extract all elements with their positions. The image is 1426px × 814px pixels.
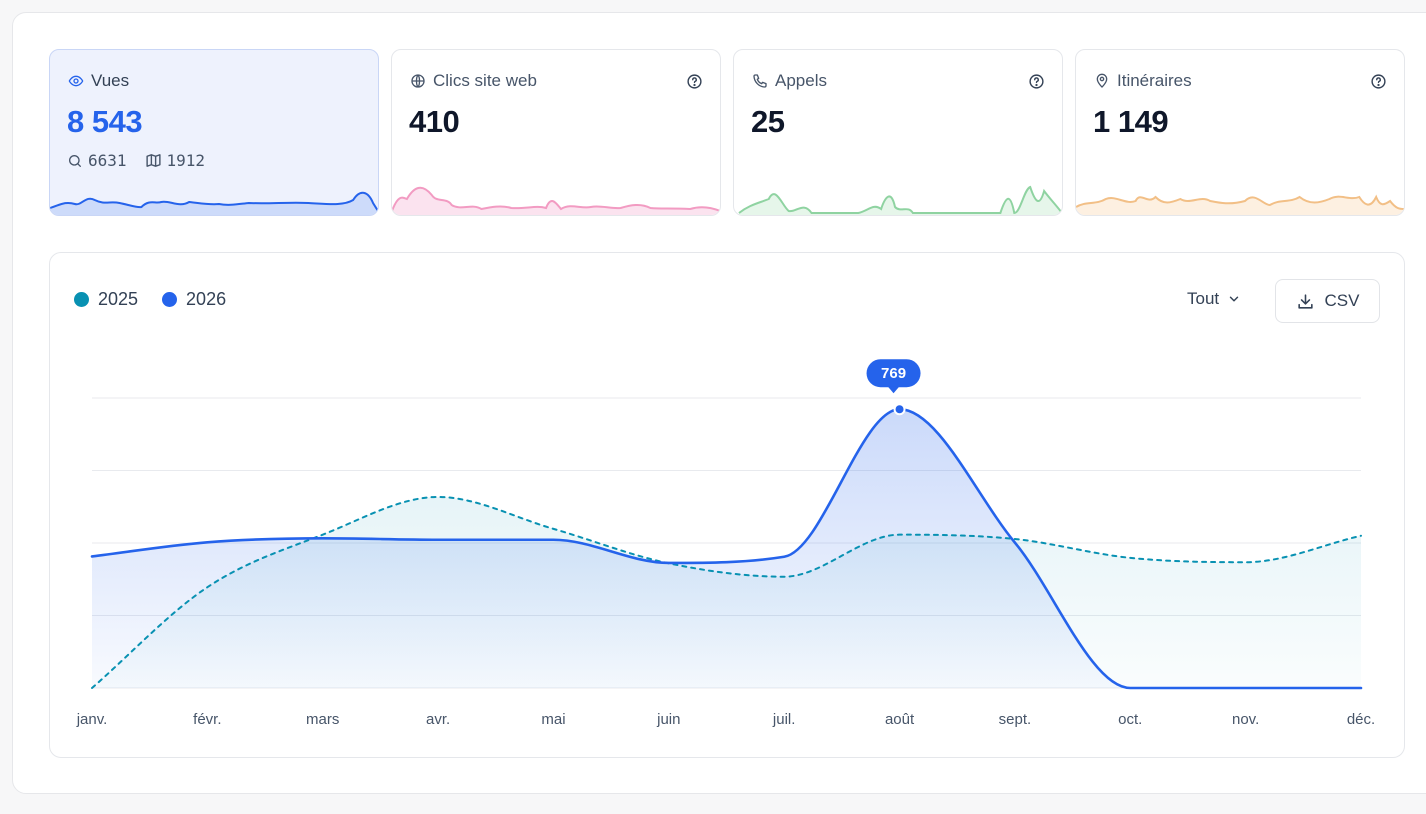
help-icon[interactable] <box>1369 72 1387 90</box>
card-website-clicks-header: Clics site web <box>409 70 703 92</box>
x-tick-label: sept. <box>999 711 1032 728</box>
tooltip-pointer <box>887 386 900 394</box>
card-views-title: Vues <box>91 71 130 90</box>
directions-sparkline <box>1076 194 1404 215</box>
help-icon[interactable] <box>685 72 703 90</box>
chart-panel: janv. févr. mars avr. mai juin juil. août sept. o… <box>49 252 1405 758</box>
legend-label-2026: 2026 <box>186 289 227 309</box>
chart-legend: 2025 2026 <box>74 289 226 310</box>
download-icon <box>1297 293 1313 309</box>
card-views-breakdown: 6631 1912 <box>67 151 217 170</box>
legend-dot-2025 <box>74 292 89 307</box>
x-tick-label: août <box>885 711 915 728</box>
card-website-clicks[interactable]: Clics site web 410 <box>391 49 721 216</box>
tooltip-value: 769 <box>881 365 906 382</box>
globe-icon <box>409 72 427 90</box>
x-tick-label: mars <box>306 711 339 728</box>
legend-label-2025: 2025 <box>98 289 139 309</box>
x-tick-label: oct. <box>1118 711 1142 728</box>
period-filter-dropdown[interactable]: Tout <box>1187 289 1241 309</box>
chevron-down-icon <box>1229 296 1239 302</box>
website-clicks-sparkline <box>392 186 720 215</box>
x-tick-label: juil. <box>772 711 796 728</box>
x-tick-label: avr. <box>426 711 450 728</box>
maps-views-value: 1912 <box>166 151 206 170</box>
card-views[interactable]: Vues 8 543 6631 1912 <box>49 49 379 216</box>
card-calls[interactable]: Appels 25 <box>733 49 1063 216</box>
x-tick-label: nov. <box>1232 711 1259 728</box>
legend-item-2026[interactable]: 2026 <box>162 289 226 310</box>
help-icon[interactable] <box>1027 72 1045 90</box>
csv-export-button[interactable]: CSV <box>1275 279 1380 323</box>
period-filter-label: Tout <box>1187 289 1220 308</box>
map-pin-icon <box>1093 72 1111 90</box>
card-directions-value: 1 149 <box>1093 104 1169 139</box>
x-tick-label: févr. <box>193 711 221 728</box>
line-chart: janv. févr. mars avr. mai juin juil. août sept. o… <box>76 359 1375 728</box>
search-views-value: 6631 <box>88 151 127 170</box>
card-views-value: 8 543 <box>67 104 143 139</box>
card-website-clicks-value: 410 <box>409 104 460 139</box>
value-tooltip: 769 <box>866 359 921 394</box>
card-directions-title: Itinéraires <box>1117 71 1192 90</box>
hovered-data-point[interactable] <box>893 403 906 416</box>
card-views-header: Vues <box>67 70 361 92</box>
x-tick-label: juin <box>656 711 680 728</box>
search-icon <box>69 154 81 167</box>
csv-export-label: CSV <box>1324 291 1360 310</box>
x-tick-label: mai <box>541 711 565 728</box>
tooltip-bubble <box>866 359 921 388</box>
eye-icon <box>67 72 85 90</box>
legend-dot-2026 <box>162 292 178 307</box>
series-2026-area <box>92 409 1361 688</box>
card-directions[interactable]: Itinéraires 1 149 <box>1075 49 1405 216</box>
series-2025-line[interactable] <box>91 495 1362 689</box>
card-calls-header: Appels <box>751 70 1045 92</box>
card-calls-title: Appels <box>775 71 827 90</box>
card-website-clicks-title: Clics site web <box>433 71 537 90</box>
calls-sparkline <box>738 185 1062 215</box>
x-tick-label: déc. <box>1347 711 1375 728</box>
views-sparkline <box>50 191 378 215</box>
phone-icon <box>751 72 769 90</box>
x-tick-label: janv. <box>76 711 108 728</box>
legend-item-2025[interactable]: 2025 <box>74 289 138 310</box>
card-directions-header: Itinéraires <box>1093 70 1387 92</box>
series-2026-line[interactable] <box>90 407 1363 690</box>
card-calls-value: 25 <box>751 104 785 139</box>
map-icon <box>145 154 161 167</box>
